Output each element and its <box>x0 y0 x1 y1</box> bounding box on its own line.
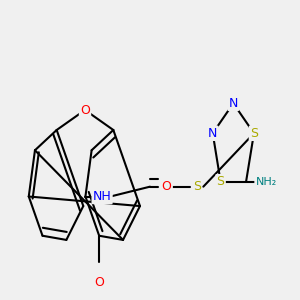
Text: NH: NH <box>93 190 112 203</box>
Text: S: S <box>250 127 258 140</box>
Text: O: O <box>94 276 104 289</box>
Text: N: N <box>208 127 218 140</box>
Text: N: N <box>229 97 238 110</box>
Text: O: O <box>162 180 172 193</box>
Text: O: O <box>80 103 90 116</box>
Text: NH₂: NH₂ <box>255 177 277 187</box>
Text: S: S <box>217 175 225 188</box>
Text: S: S <box>193 180 201 193</box>
